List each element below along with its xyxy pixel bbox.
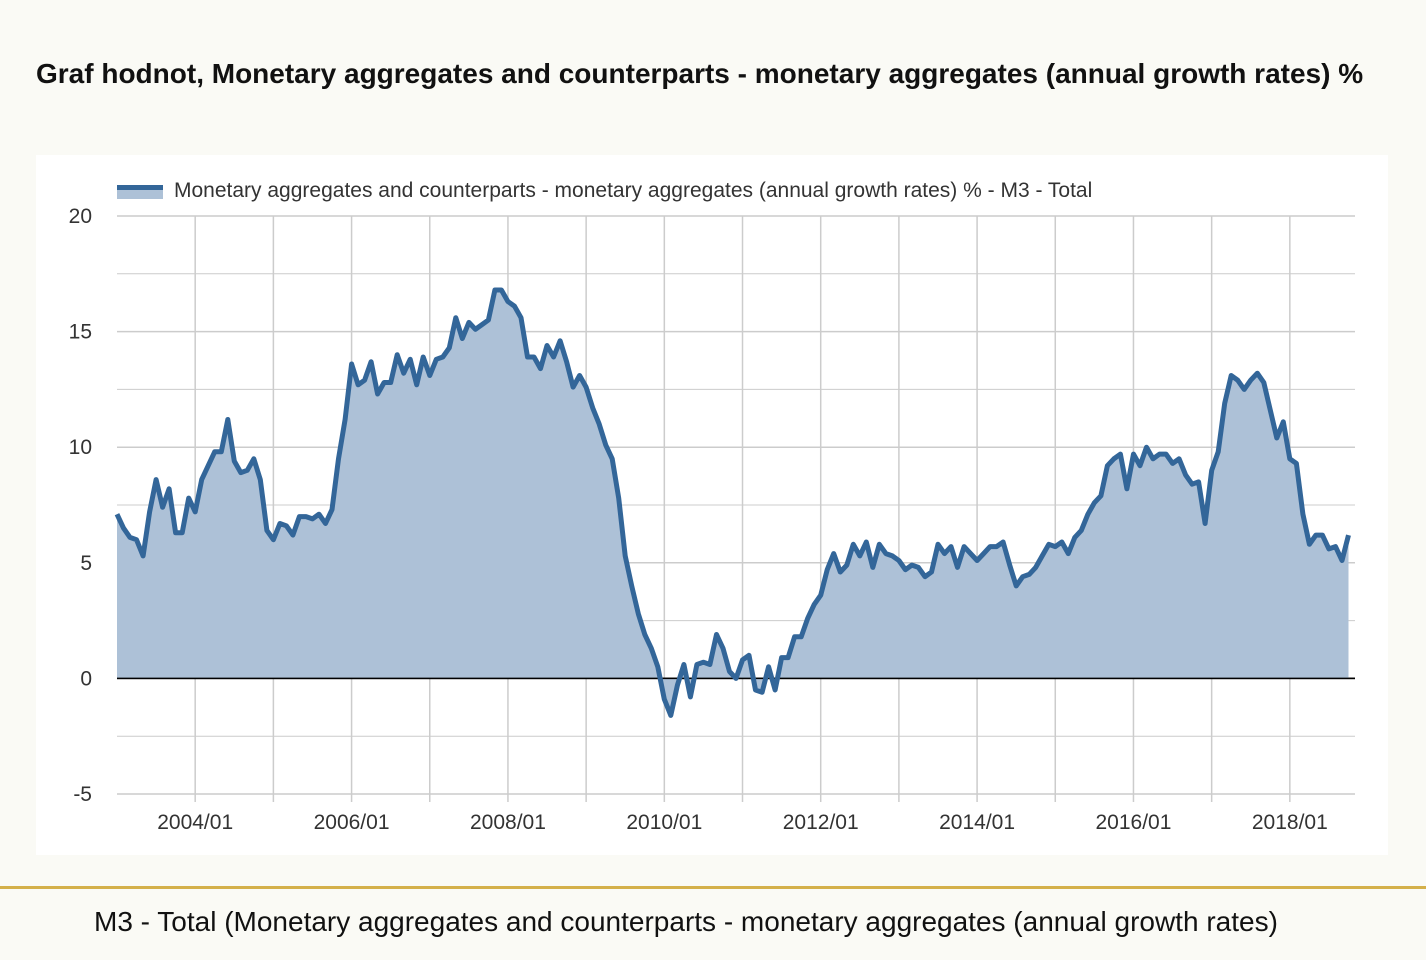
x-tick-label-7: 2018/01 xyxy=(1252,811,1328,834)
y-tick-label-0: -5 xyxy=(73,783,92,806)
x-tick-label-3: 2010/01 xyxy=(626,811,702,834)
y-tick-label-1: 0 xyxy=(80,667,92,690)
legend-label-0: Monetary aggregates and counterparts - m… xyxy=(174,179,1092,202)
legend-swatch-line-0 xyxy=(117,185,163,190)
chart-title: Graf hodnot, Monetary aggregates and cou… xyxy=(36,58,1364,89)
footer-divider xyxy=(0,886,1426,889)
y-tick-label-2: 5 xyxy=(80,552,92,575)
x-tick-label-1: 2006/01 xyxy=(314,811,390,834)
x-tick-label-4: 2012/01 xyxy=(783,811,859,834)
series-area-0 xyxy=(117,290,1349,716)
chart-svg: -5 0 5 10 15 20 2004/01 2006/01 2008/01 2010/01 20… xyxy=(69,179,1355,834)
y-tick-label-5: 20 xyxy=(69,205,92,228)
x-tick-label-5: 2014/01 xyxy=(939,811,1015,834)
series-caption: M3 - Total (Monetary aggregates and coun… xyxy=(94,906,1278,937)
x-tick-label-2: 2008/01 xyxy=(470,811,546,834)
y-tick-label-3: 10 xyxy=(69,436,92,459)
x-tick-label-0: 2004/01 xyxy=(157,811,233,834)
x-tick-label-6: 2016/01 xyxy=(1096,811,1172,834)
series-line-0 xyxy=(114,287,1351,718)
y-tick-label-4: 15 xyxy=(69,321,92,344)
chart-panel: -5 0 5 10 15 20 2004/01 2006/01 2008/01 2010/01 20… xyxy=(36,155,1388,855)
